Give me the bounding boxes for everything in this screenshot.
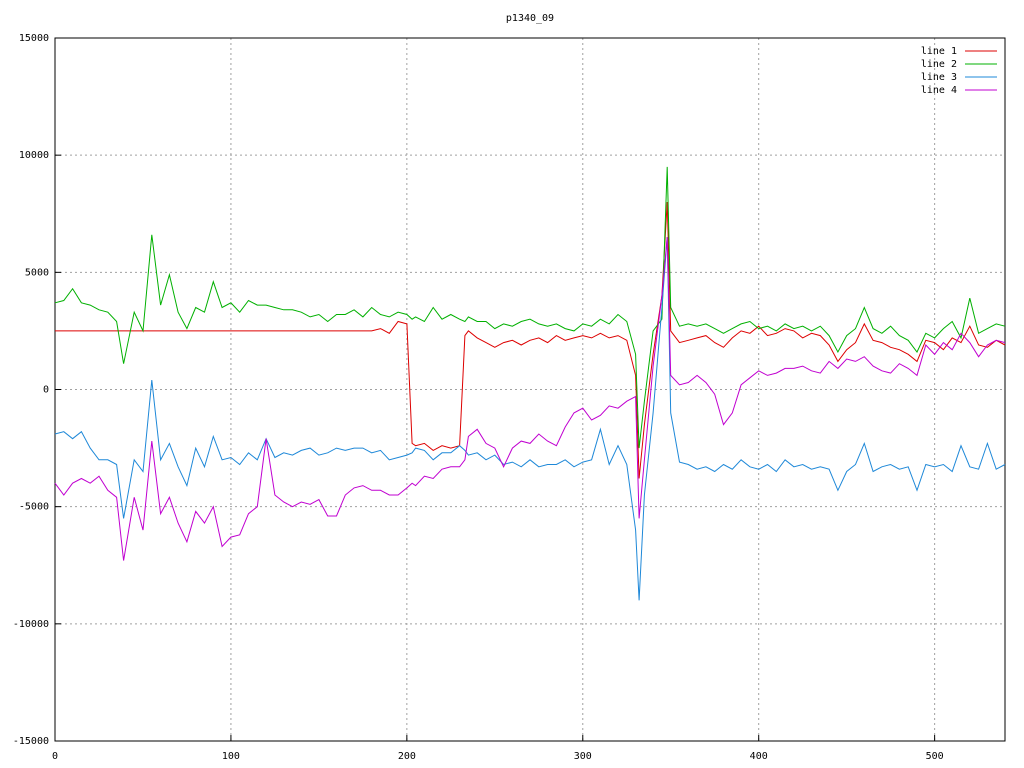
x-tick-label: 500 xyxy=(926,751,944,762)
data-line xyxy=(54,166,1006,449)
legend-label: line 2 xyxy=(921,59,957,70)
legend-label: line 4 xyxy=(921,85,957,96)
data-line xyxy=(54,237,1006,601)
y-tick-label: 15000 xyxy=(19,33,49,44)
x-tick-label: 100 xyxy=(222,751,240,762)
y-tick-label: -5000 xyxy=(19,502,49,513)
data-line xyxy=(55,201,1006,479)
y-tick-label: -15000 xyxy=(13,736,49,747)
chart-title: p1340_09 xyxy=(506,13,554,24)
legend-label: line 3 xyxy=(921,72,957,83)
plot-frame xyxy=(54,37,1006,742)
y-tick-label: 10000 xyxy=(19,150,49,161)
data-line xyxy=(54,237,1006,561)
x-tick-label: 200 xyxy=(398,751,416,762)
y-tick-label: 0 xyxy=(43,385,49,396)
x-tick-label: 400 xyxy=(750,751,768,762)
y-tick-label: -10000 xyxy=(13,619,49,630)
x-tick-label: 300 xyxy=(574,751,592,762)
y-tick-label: 5000 xyxy=(25,267,49,278)
legend-label: line 1 xyxy=(921,46,957,57)
x-tick-label: 0 xyxy=(52,751,58,762)
